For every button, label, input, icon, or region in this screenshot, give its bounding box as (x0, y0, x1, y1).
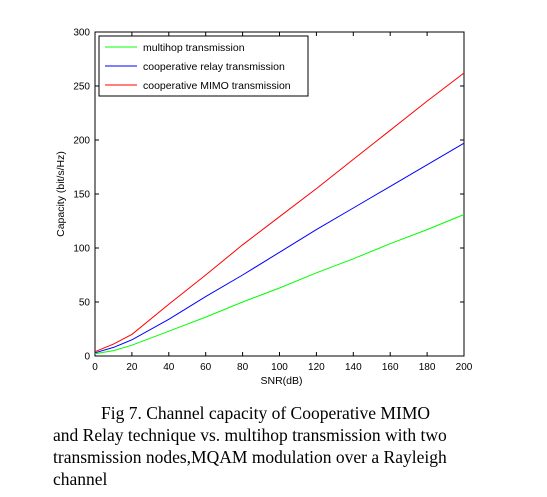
x-tick-label: 80 (237, 362, 249, 373)
x-tick-label: 20 (126, 362, 138, 373)
x-tick-label: 200 (456, 362, 473, 373)
y-tick-label: 100 (73, 244, 90, 255)
x-tick-label: 100 (271, 362, 288, 373)
figure-caption: Fig 7. Channel capacity of Cooperative M… (53, 402, 537, 490)
series-line-2 (94, 142, 465, 354)
x-tick-label: 40 (163, 362, 175, 373)
x-tick-label: 140 (345, 362, 362, 373)
caption-line-1: Fig 7. Channel capacity of Cooperative M… (101, 403, 431, 423)
x-tick-label: 0 (92, 362, 98, 373)
y-axis-title: Capacity (bit/s/Hz) (55, 151, 67, 237)
legend-label-2: cooperative relay transmission (143, 61, 285, 73)
y-tick-label: 150 (73, 190, 90, 201)
x-tick-label: 160 (382, 362, 399, 373)
y-tick-label: 300 (73, 28, 90, 39)
x-axis-title: SNR(dB) (260, 375, 302, 387)
series-line-1 (94, 214, 465, 355)
series-line-3 (94, 72, 465, 353)
caption-line-2: and Relay technique vs. multihop transmi… (53, 425, 447, 445)
caption-line-4: channel (53, 469, 108, 489)
x-tick-label: 120 (308, 362, 325, 373)
legend-label-3: cooperative MIMO transmission (143, 80, 291, 92)
x-tick-label: 60 (200, 362, 212, 373)
y-tick-label: 50 (79, 298, 91, 309)
y-tick-label: 200 (73, 136, 90, 147)
x-tick-label: 180 (419, 362, 436, 373)
legend-label-1: multihop transmission (143, 42, 245, 54)
y-tick-label: 250 (73, 82, 90, 93)
capacity-chart: 0 20 40 60 80 100 120 140 160 180 200 0 50 100 150 200 2… (55, 28, 473, 388)
y-tick-label: 0 (84, 352, 90, 363)
caption-line-3: transmission nodes,MQAM modulation over … (53, 447, 447, 467)
